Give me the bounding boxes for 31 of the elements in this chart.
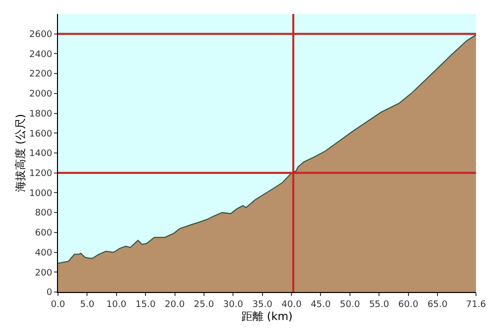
y-tick-label: 1000 [29, 188, 52, 199]
x-tick-label: 60.0 [398, 300, 419, 310]
y-tick-label: 2200 [29, 70, 52, 80]
x-tick-label: 30.0 [223, 300, 244, 310]
x-tick-label: 15.0 [136, 300, 156, 310]
x-tick-label: 5.0 [80, 300, 95, 310]
x-tick-label: 0.0 [50, 300, 66, 310]
y-tick-label: 1800 [29, 109, 52, 120]
y-tick-label: 200 [35, 268, 52, 278]
y-axis-title: 海拔高度 (公尺) [14, 114, 27, 192]
y-tick-label: 2400 [29, 50, 52, 60]
y-tick-label: 2600 [29, 30, 52, 40]
x-tick-label: 20.0 [164, 300, 186, 310]
y-tick-label: 600 [35, 228, 52, 239]
x-tick-label: 65.0 [427, 300, 448, 310]
x-tick-label: 25.0 [194, 300, 214, 310]
x-tick-label: 40.0 [281, 300, 302, 310]
y-tick-label: 1400 [29, 149, 52, 160]
x-tick-label: 35.0 [252, 300, 273, 310]
y-tick-label: 400 [35, 248, 52, 258]
x-tick-label: 55.0 [369, 300, 390, 310]
y-tick-label: 2000 [29, 90, 52, 100]
y-tick-label: 1200 [29, 169, 52, 180]
x-tick-label: 50.0 [340, 300, 360, 310]
x-axis-title: 距離 (km) [241, 310, 293, 323]
y-tick-label: 1600 [29, 129, 52, 140]
y-tick-label: 0 [46, 288, 52, 298]
x-tick-label: 71.6 [466, 300, 486, 310]
x-tick-label: 10.0 [106, 300, 127, 310]
y-tick-label: 800 [35, 208, 52, 219]
x-tick-label: 45.0 [310, 300, 331, 310]
